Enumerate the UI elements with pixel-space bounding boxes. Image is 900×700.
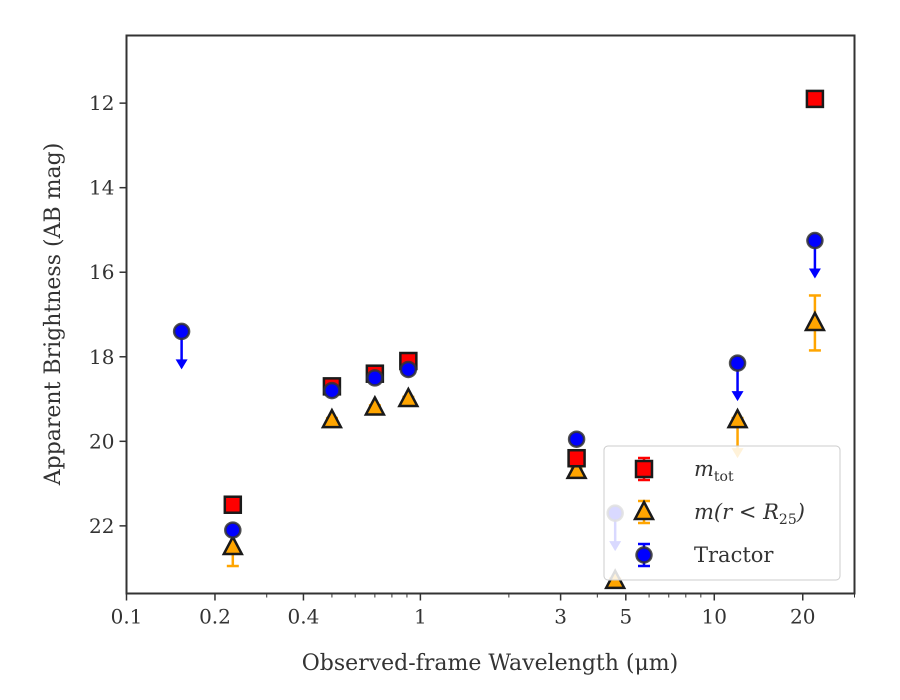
series-triangle [221, 294, 826, 590]
x-axis: 0.1 0.2 0.4 1 3 5 10 20 [111, 593, 855, 629]
circle-point [567, 430, 586, 448]
x-tick-label: 10 [702, 605, 727, 629]
x-tick-label: 0.4 [288, 605, 320, 629]
legend-entry: Tractor [635, 542, 774, 568]
y-tick-label: 12 [89, 91, 114, 115]
square-point [805, 89, 825, 109]
y-tick-label: 14 [89, 176, 114, 200]
x-tick-label: 0.1 [111, 605, 143, 629]
legend-label: m(r < R25) [694, 500, 805, 528]
legend-box [603, 445, 841, 581]
x-tick-label: 3 [554, 605, 567, 629]
legend: mtot m(r < R25) Tractor [603, 445, 841, 581]
square-point [223, 495, 243, 514]
legend-label: Tractor [694, 543, 774, 567]
upper-limit-arrowhead [808, 268, 821, 279]
circle-point [224, 521, 242, 539]
triangle-point [320, 407, 343, 429]
y-tick-label: 20 [89, 429, 114, 453]
legend-triangle-icon [632, 499, 656, 521]
y-axis: 12 14 16 18 20 22 [89, 91, 127, 538]
legend-entry: mtot [634, 456, 734, 485]
triangle-point [221, 534, 244, 556]
circle-point [172, 322, 191, 341]
legend-square-icon [634, 459, 654, 479]
y-tick-label: 18 [89, 345, 114, 369]
triangle-point [726, 407, 749, 429]
triangle-point [803, 310, 826, 332]
x-tick-label: 1 [414, 605, 427, 629]
legend-circle-icon [635, 546, 653, 564]
x-tick-label: 0.2 [199, 605, 231, 629]
upper-limit-arrowhead [731, 391, 744, 402]
y-tick-label: 22 [89, 514, 114, 538]
legend-label: mtot [694, 457, 734, 485]
x-tick-label: 20 [790, 605, 815, 629]
upper-limit-arrowhead [175, 359, 188, 370]
triangle-point [363, 394, 386, 416]
circle-point [728, 354, 747, 372]
plot-marks [172, 89, 826, 590]
circle-point [399, 360, 418, 379]
plot-frame [125, 34, 856, 595]
legend-entry: m(r < R25) [632, 499, 805, 528]
circle-point [806, 231, 824, 250]
circle-point [366, 369, 384, 387]
y-tick-label: 16 [89, 260, 114, 284]
y-axis-label: Apparent Brightness (AB mag) [41, 143, 66, 487]
triangle-point [397, 386, 420, 408]
x-tick-label: 5 [619, 605, 632, 629]
triangle-point [565, 458, 588, 480]
circle-point [323, 381, 341, 400]
square-point [567, 448, 586, 468]
x-axis-label: Observed-frame Wavelength (μm) [302, 651, 678, 676]
